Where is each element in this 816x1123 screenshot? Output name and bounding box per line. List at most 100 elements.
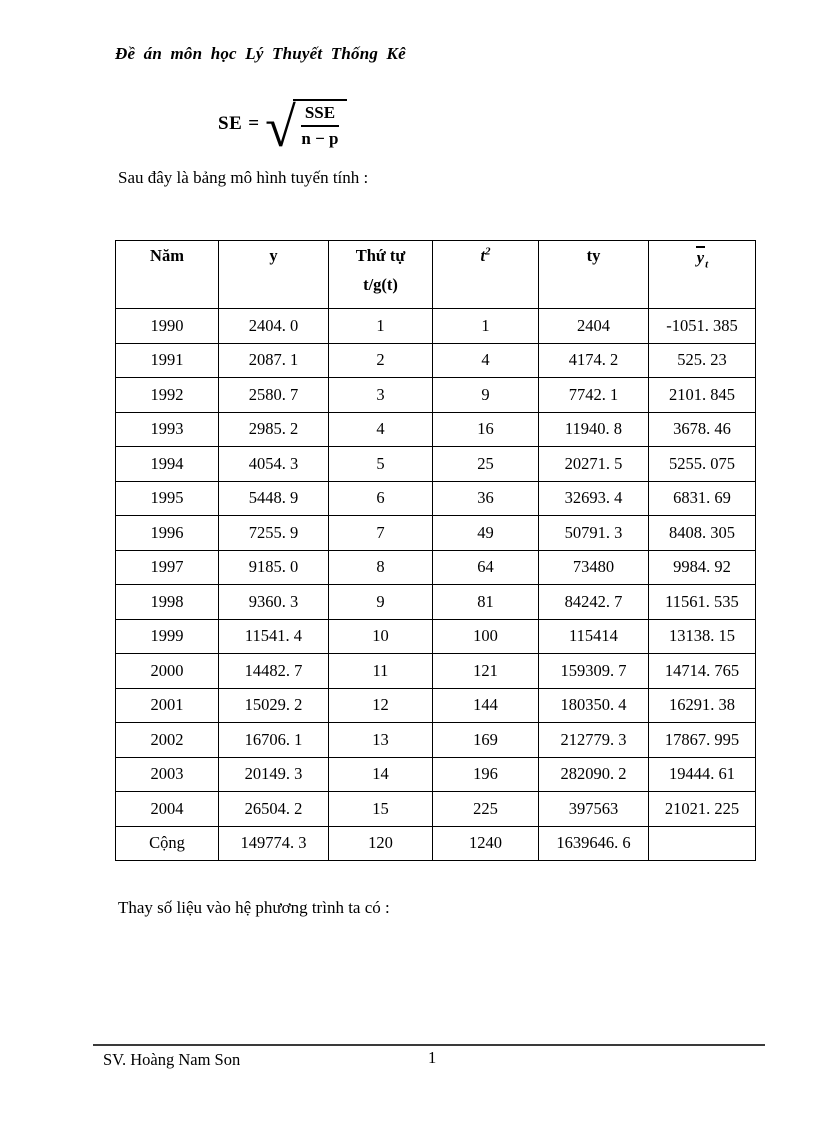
table-cell: 19444. 61 bbox=[648, 756, 756, 792]
table-row: 1995 5448. 9 6 36 32693. 4 6831. 69 bbox=[115, 480, 756, 516]
table-cell: 7742. 1 bbox=[538, 377, 649, 413]
table-cell: 212779. 3 bbox=[538, 722, 649, 758]
table-row: 2001 15029. 2 12 144 180350. 4 16291. 38 bbox=[115, 687, 756, 723]
table-row: 1993 2985. 2 4 16 11940. 8 3678. 46 bbox=[115, 411, 756, 447]
table-cell: 1991 bbox=[115, 342, 219, 378]
table-cell: 120 bbox=[328, 825, 433, 861]
radical-sign: √ bbox=[265, 97, 296, 159]
formula-numerator: SSE bbox=[300, 103, 340, 127]
table-cell: 64 bbox=[432, 549, 539, 585]
table-cell: 1998 bbox=[115, 584, 219, 620]
table-cell: 49 bbox=[432, 515, 539, 551]
table-cell: 17867. 995 bbox=[648, 722, 756, 758]
table-cell: 169 bbox=[432, 722, 539, 758]
table-cell: 196 bbox=[432, 756, 539, 792]
outro-paragraph: Thay số liệu vào hệ phương trình ta có : bbox=[118, 898, 390, 917]
table-cell: 9360. 3 bbox=[218, 584, 329, 620]
table-cell: 9984. 92 bbox=[648, 549, 756, 585]
table-row: 1991 2087. 1 2 4 4174. 2 525. 23 bbox=[115, 342, 756, 378]
table-row: 2003 20149. 3 14 196 282090. 2 19444. 61 bbox=[115, 756, 756, 792]
table-cell: 1990 bbox=[115, 308, 219, 344]
footer-page-number: 1 bbox=[428, 1048, 437, 1067]
table-cell: Cộng bbox=[115, 825, 219, 861]
table-cell: 8 bbox=[328, 549, 433, 585]
table-row: 1999 11541. 4 10 100 115414 13138. 15 bbox=[115, 618, 756, 654]
table-row: 1992 2580. 7 3 9 7742. 1 2101. 845 bbox=[115, 377, 756, 413]
table-cell: 73480 bbox=[538, 549, 649, 585]
table-row: 1998 9360. 3 9 81 84242. 7 11561. 535 bbox=[115, 584, 756, 620]
table-cell: 1 bbox=[432, 308, 539, 344]
table-cell: 10 bbox=[328, 618, 433, 654]
col-header-t-squared: t2 bbox=[432, 240, 539, 309]
table-cell: 149774. 3 bbox=[218, 825, 329, 861]
se-formula: SE = √ SSE n − p bbox=[218, 96, 348, 156]
table-cell: 2000 bbox=[115, 653, 219, 689]
table-cell: 144 bbox=[432, 687, 539, 723]
table-cell: 121 bbox=[432, 653, 539, 689]
footer-divider bbox=[93, 1044, 765, 1046]
formula-denominator: n − p bbox=[301, 129, 339, 148]
table-cell: 5255. 075 bbox=[648, 446, 756, 482]
table-cell: 1 bbox=[328, 308, 433, 344]
table-cell: 13138. 15 bbox=[648, 618, 756, 654]
table-cell: 2003 bbox=[115, 756, 219, 792]
table-cell: 1993 bbox=[115, 411, 219, 447]
document-title: Đề án môn học Lý Thuyết Thống Kê bbox=[115, 44, 406, 63]
table-cell: 1999 bbox=[115, 618, 219, 654]
table-cell: 7255. 9 bbox=[218, 515, 329, 551]
table-cell: 16291. 38 bbox=[648, 687, 756, 723]
table-cell: 1994 bbox=[115, 446, 219, 482]
table-cell: 397563 bbox=[538, 791, 649, 827]
table-cell: 180350. 4 bbox=[538, 687, 649, 723]
table-cell: 2004 bbox=[115, 791, 219, 827]
table-cell: 9 bbox=[432, 377, 539, 413]
table-cell: 2001 bbox=[115, 687, 219, 723]
table-cell: 21021. 225 bbox=[648, 791, 756, 827]
table-cell: 4 bbox=[432, 342, 539, 378]
table-cell: 2404 bbox=[538, 308, 649, 344]
table-cell: 2985. 2 bbox=[218, 411, 329, 447]
formula-fraction: SSE n − p bbox=[292, 99, 348, 149]
table-cell: 2 bbox=[328, 342, 433, 378]
table-cell: 2404. 0 bbox=[218, 308, 329, 344]
table-cell: 5 bbox=[328, 446, 433, 482]
linear-model-table: Năm y Thứ tự t/g(t) t2 ty yt 1990 2404. 0… bbox=[115, 240, 756, 861]
col-header-thutu: Thứ tự t/g(t) bbox=[328, 240, 433, 309]
col-header-thutu-line2: t/g(t) bbox=[363, 275, 398, 294]
table-cell: 20271. 5 bbox=[538, 446, 649, 482]
table-cell: 4054. 3 bbox=[218, 446, 329, 482]
table-cell: 7 bbox=[328, 515, 433, 551]
table-cell: 3 bbox=[328, 377, 433, 413]
table-cell: 3678. 46 bbox=[648, 411, 756, 447]
table-cell: 13 bbox=[328, 722, 433, 758]
table-cell: 1997 bbox=[115, 549, 219, 585]
table-cell: 12 bbox=[328, 687, 433, 723]
table-row: 2000 14482. 7 11 121 159309. 7 14714. 765 bbox=[115, 653, 756, 689]
col-header-nam: Năm bbox=[115, 240, 219, 309]
table-cell: 5448. 9 bbox=[218, 480, 329, 516]
table-header-row: Năm y Thứ tự t/g(t) t2 ty yt bbox=[115, 240, 756, 309]
table-cell: 11541. 4 bbox=[218, 618, 329, 654]
table-row: Cộng 149774. 3 120 1240 1639646. 6 bbox=[115, 825, 756, 861]
table-cell: 11 bbox=[328, 653, 433, 689]
table-cell: 16706. 1 bbox=[218, 722, 329, 758]
table-cell: 32693. 4 bbox=[538, 480, 649, 516]
table-cell: 11940. 8 bbox=[538, 411, 649, 447]
table-cell: 84242. 7 bbox=[538, 584, 649, 620]
table-cell: 4 bbox=[328, 411, 433, 447]
table-row: 1990 2404. 0 1 1 2404 -1051. 385 bbox=[115, 308, 756, 344]
table-cell: 4174. 2 bbox=[538, 342, 649, 378]
table-cell: 115414 bbox=[538, 618, 649, 654]
table-cell bbox=[648, 825, 756, 861]
table-cell: 2087. 1 bbox=[218, 342, 329, 378]
table-row: 2002 16706. 1 13 169 212779. 3 17867. 995 bbox=[115, 722, 756, 758]
table-row: 1997 9185. 0 8 64 73480 9984. 92 bbox=[115, 549, 756, 585]
table-cell: 2101. 845 bbox=[648, 377, 756, 413]
table-cell: 525. 23 bbox=[648, 342, 756, 378]
table-cell: 14482. 7 bbox=[218, 653, 329, 689]
table-cell: 26504. 2 bbox=[218, 791, 329, 827]
table-cell: 1996 bbox=[115, 515, 219, 551]
table-cell: 9185. 0 bbox=[218, 549, 329, 585]
